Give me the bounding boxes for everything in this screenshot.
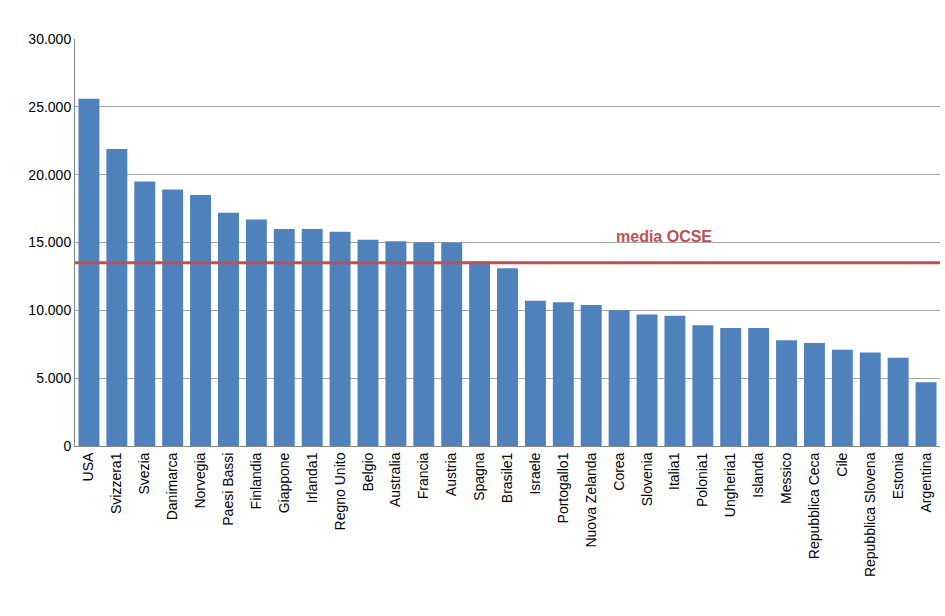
svg-text:USA: USA xyxy=(81,452,97,481)
svg-text:Estonia: Estonia xyxy=(890,452,906,499)
svg-text:Australia: Australia xyxy=(387,452,403,507)
svg-text:Messico: Messico xyxy=(778,452,794,504)
svg-text:Belgio: Belgio xyxy=(360,452,376,491)
svg-text:0: 0 xyxy=(63,438,71,454)
svg-text:Giappone: Giappone xyxy=(276,452,292,513)
svg-text:Nuova Zelanda: Nuova Zelanda xyxy=(583,452,599,547)
svg-text:Corea: Corea xyxy=(611,452,627,490)
svg-text:20.000: 20.000 xyxy=(28,167,71,183)
svg-text:Portogallo1: Portogallo1 xyxy=(555,452,571,523)
svg-text:Israele: Israele xyxy=(527,452,543,494)
svg-text:Regno Unito: Regno Unito xyxy=(332,452,348,530)
svg-text:Repubblica Slovena: Repubblica Slovena xyxy=(862,452,878,577)
svg-text:Cile: Cile xyxy=(834,452,850,476)
svg-text:Francia: Francia xyxy=(415,452,431,499)
svg-text:Finlandia: Finlandia xyxy=(248,452,264,509)
svg-text:Norvegia: Norvegia xyxy=(192,452,208,508)
svg-text:Ungheria1: Ungheria1 xyxy=(722,452,738,517)
svg-text:25.000: 25.000 xyxy=(28,99,71,115)
svg-text:media OCSE: media OCSE xyxy=(616,228,712,245)
svg-text:Danimarca: Danimarca xyxy=(164,452,180,520)
svg-text:Argentina: Argentina xyxy=(918,452,934,512)
svg-text:10.000: 10.000 xyxy=(28,302,71,318)
svg-text:Polonia1: Polonia1 xyxy=(694,452,710,507)
svg-text:Slovenia: Slovenia xyxy=(639,452,655,506)
svg-text:Irlanda1: Irlanda1 xyxy=(304,452,320,503)
svg-text:Paesi Bassi: Paesi Bassi xyxy=(220,453,236,526)
svg-text:Austria: Austria xyxy=(443,452,459,496)
svg-text:Svezia: Svezia xyxy=(136,452,152,494)
svg-text:Brasile1: Brasile1 xyxy=(499,452,515,503)
svg-text:5.000: 5.000 xyxy=(36,370,71,386)
svg-text:Repubblica Ceca: Repubblica Ceca xyxy=(806,452,822,559)
svg-text:Svizzera1: Svizzera1 xyxy=(108,452,124,514)
svg-text:30.000: 30.000 xyxy=(28,31,71,47)
svg-text:Islanda: Islanda xyxy=(750,452,766,497)
svg-text:Italia1: Italia1 xyxy=(666,452,682,490)
svg-text:15.000: 15.000 xyxy=(28,234,71,250)
svg-text:Spagna: Spagna xyxy=(471,452,487,500)
